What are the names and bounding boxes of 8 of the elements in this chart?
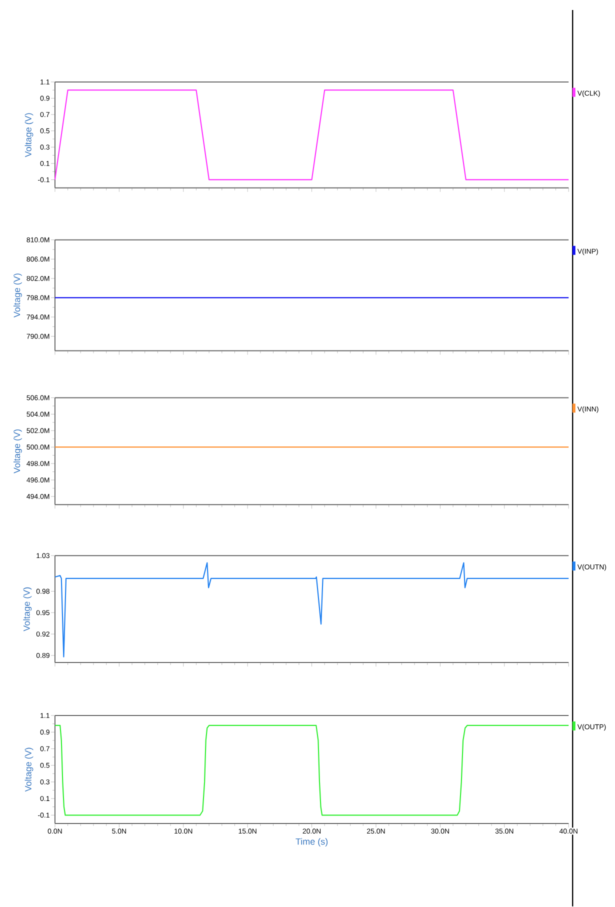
- y-axis-title: Voltage (V): [14, 430, 22, 474]
- y-axis-title: Voltage (V): [23, 587, 32, 632]
- y-axis-title: Voltage (V): [14, 274, 22, 318]
- line-series: [54, 562, 570, 658]
- y-axis-title: Voltage (V): [25, 113, 34, 158]
- y-axis-title: Voltage (V): [25, 748, 34, 792]
- x-axis-title: Time (s): [296, 838, 328, 847]
- line-series: [54, 724, 570, 816]
